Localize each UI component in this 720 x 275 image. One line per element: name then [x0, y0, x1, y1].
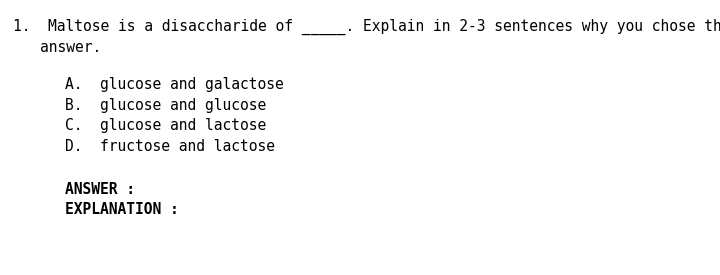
Text: B.  glucose and glucose: B. glucose and glucose [65, 98, 266, 113]
Text: 1.  Maltose is a disaccharide of _____. Explain in 2-3 sentences why you chose t: 1. Maltose is a disaccharide of _____. E… [13, 19, 720, 35]
Text: EXPLANATION :: EXPLANATION : [65, 202, 179, 217]
Text: C.  glucose and lactose: C. glucose and lactose [65, 118, 266, 133]
Text: ANSWER :: ANSWER : [65, 182, 135, 197]
Text: D.  fructose and lactose: D. fructose and lactose [65, 139, 275, 154]
Text: answer.: answer. [40, 40, 101, 55]
Text: A.  glucose and galactose: A. glucose and galactose [65, 77, 284, 92]
